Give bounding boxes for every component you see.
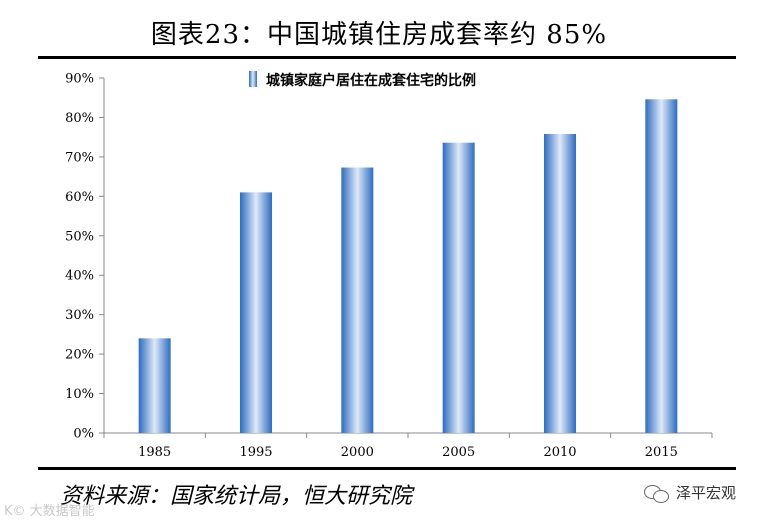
x-tick-label: 2005	[442, 445, 475, 460]
bar	[544, 134, 576, 433]
bar-chart: 0% 10% 20% 30% 40% 50% 60% 70% 80% 90% 1985 1995 200…	[65, 71, 713, 460]
y-tick-label: 30%	[65, 308, 94, 323]
bar	[138, 338, 171, 433]
bar	[645, 99, 678, 434]
chart-axes: 0% 10% 20% 30% 40% 50% 60% 70% 80% 90% 1985 1995 200…	[65, 72, 713, 460]
y-tick-label: 0%	[73, 427, 94, 442]
y-tick-label: 20%	[65, 348, 94, 363]
legend-label: 城镇家庭户居住在成套住宅的比例	[266, 72, 476, 89]
y-tick-label: 40%	[65, 269, 94, 284]
source-note: 资料来源：国家统计局，恒大研究院	[60, 484, 413, 509]
chart-title: 图表23：中国城镇住房成套率约 85%	[150, 20, 608, 50]
y-tick-label: 80%	[65, 111, 94, 126]
legend-swatch	[249, 71, 257, 87]
brand-name: 泽平宏观	[675, 484, 736, 502]
y-tick-label: 10%	[65, 387, 94, 402]
x-tick-label: 2015	[645, 445, 678, 460]
brand-mark: 泽平宏观	[643, 482, 736, 503]
y-tick-label: 50%	[65, 229, 94, 244]
bar	[341, 167, 374, 434]
chart-bars	[138, 99, 678, 434]
watermark: K© 大数据智能	[4, 504, 95, 519]
x-tick-label: 1995	[239, 445, 272, 460]
y-tick-label: 90%	[65, 72, 94, 87]
y-tick-label: 70%	[65, 150, 94, 165]
x-tick-label: 2000	[341, 445, 374, 460]
bottom-rule	[38, 467, 736, 470]
x-tick-label: 2010	[543, 445, 576, 460]
top-rule	[38, 56, 736, 59]
chart-legend: 城镇家庭户居住在成套住宅的比例	[249, 71, 476, 89]
y-tick-label: 60%	[65, 190, 94, 205]
wechat-icon	[643, 483, 670, 503]
x-tick-label: 1985	[138, 445, 171, 460]
bar	[442, 142, 475, 433]
bar	[240, 192, 272, 433]
